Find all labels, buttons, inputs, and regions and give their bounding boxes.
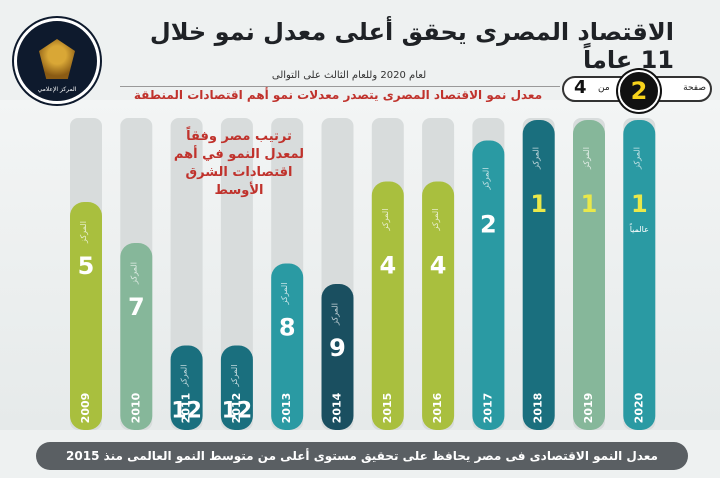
page-title: الاقتصاد المصرى يحقق أعلى معدل نمو خلال … (149, 18, 674, 74)
total-pages-number: 4 (574, 77, 587, 98)
year-label: 2009 (79, 393, 92, 424)
year-label: 2012 (230, 393, 243, 424)
year-label: 2017 (481, 393, 494, 424)
rank-prefix-label: المركز (532, 147, 541, 170)
bar-2015 (371, 181, 404, 430)
rank-prefix-label: المركز (79, 221, 88, 244)
year-label: 2020 (632, 392, 645, 423)
chart-note: ترتيب مصر وفقاً لمعدل النمو في أهم اقتصا… (173, 129, 305, 198)
bar-2016 (422, 181, 455, 430)
bar-2011 (170, 345, 203, 430)
bar-2019 (573, 120, 605, 430)
rank-label: 5 (78, 252, 95, 280)
rank-label: 4 (430, 252, 447, 280)
page-word: صفحة (683, 83, 706, 93)
rank-prefix-label: المركز (129, 262, 138, 285)
rank-prefix-label: المركز (431, 209, 440, 232)
page-indicator: صفحة 2 من 4 (562, 70, 712, 112)
footer-banner: معدل النمو الاقتصادى فى مصر يحافظ على تح… (36, 442, 688, 470)
rank-label: 1 (631, 190, 648, 218)
page-subline: لعام 2020 وللعام الثالث على التوالى (271, 70, 427, 81)
rank-label: 4 (379, 252, 396, 280)
rank-prefix-label: المركز (632, 147, 641, 170)
rank-prefix-label: المركز (280, 283, 289, 306)
year-label: 2019 (582, 393, 595, 424)
bar-2018 (522, 120, 555, 430)
current-page-number: 2 (618, 70, 660, 112)
rank-prefix-label: المركز (331, 303, 340, 326)
year-label: 2014 (331, 392, 344, 423)
rank-prefix-label: المركز (481, 168, 490, 191)
year-label: 2013 (280, 393, 293, 424)
bar-2012 (220, 345, 253, 430)
rank-label: 7 (128, 293, 145, 321)
of-word: من (598, 83, 610, 93)
rank-label: 12 (222, 399, 253, 424)
rank-label: 1 (581, 190, 598, 218)
rank-label: 1 (530, 190, 547, 218)
year-label: 2011 (180, 393, 193, 424)
year-label: 2016 (431, 392, 444, 423)
worldwide-label: عالمياً (629, 223, 649, 234)
bar-2010 (120, 243, 153, 430)
rank-prefix-label: المركز (582, 147, 591, 170)
page-subtitle: معدل نمو الاقتصاد المصرى يتصدر معدلات نم… (133, 88, 543, 102)
bar-2020 (623, 120, 656, 430)
rank-prefix-label: المركز (381, 209, 390, 232)
rank-label: 12 (171, 399, 202, 424)
rank-label: 8 (279, 314, 296, 342)
rank-label: 9 (329, 334, 346, 362)
bar-2009 (70, 202, 102, 430)
ministry-logo: المركز الإعلامي (14, 18, 100, 104)
year-label: 2010 (129, 392, 142, 423)
rank-prefix-label: المركز (180, 365, 189, 388)
bar-2017 (472, 140, 505, 430)
logo-text: المركز الإعلامي (37, 86, 77, 93)
year-label: 2018 (532, 393, 545, 424)
bar-2013 (271, 263, 304, 430)
rank-prefix-label: المركز (230, 365, 239, 388)
bar-2014 (321, 284, 354, 430)
year-label: 2015 (381, 393, 394, 424)
rank-label: 2 (480, 211, 497, 239)
header-divider (120, 86, 560, 87)
